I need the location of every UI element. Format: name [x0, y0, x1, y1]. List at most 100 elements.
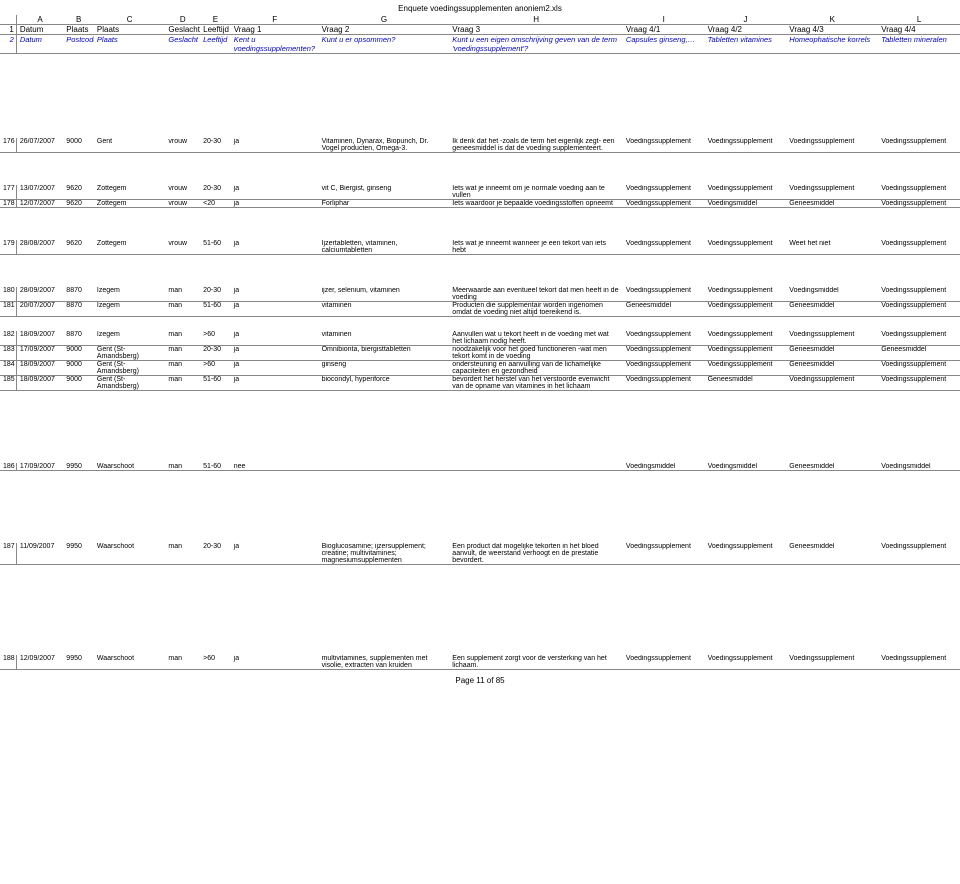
cell: Geslacht	[165, 35, 200, 54]
cell-v44: Voedingssupplement	[878, 655, 960, 670]
cell-v43: Voedingsmiddel	[786, 287, 878, 302]
table-row: 18711/09/20079950Waarschootman20-30jaBio…	[0, 543, 960, 565]
cell: Vraag 4/3	[786, 25, 878, 35]
cell-v1: ja	[231, 200, 319, 208]
cell-age: 20-30	[200, 543, 231, 565]
cell-place: Waarschoot	[94, 463, 165, 471]
cell: G	[319, 15, 450, 25]
cell-gender: man	[165, 346, 200, 361]
cell-v2: Bioglucosamine; ijzersupplement; creatin…	[319, 543, 450, 565]
cell: B	[63, 15, 94, 25]
cell: Plaats	[63, 25, 94, 35]
cell-v2: Forliphar	[319, 200, 450, 208]
cell-place: Waarschoot	[94, 655, 165, 670]
row-number	[0, 15, 16, 25]
cell-v2: multivitamines, supplementen met visolie…	[319, 655, 450, 670]
table-row: 18317/09/20079000Gent (St-Amandsberg)man…	[0, 346, 960, 361]
page-title: Enquete voedingssupplementen anoniem2.xl…	[0, 0, 960, 15]
cell: Tabletten mineralen	[878, 35, 960, 54]
spacer	[0, 317, 960, 332]
cell-gender: man	[165, 331, 200, 346]
cell: Kunt u een eigen omschrijving geven van …	[449, 35, 623, 54]
cell: D	[165, 15, 200, 25]
cell-place: Zottegem	[94, 200, 165, 208]
cell-postcode: 8870	[63, 287, 94, 302]
cell-gender: man	[165, 543, 200, 565]
table-row: 18218/09/20078870Izegemman>60javitaminen…	[0, 331, 960, 346]
cell: Kunt u er opsommen?	[319, 35, 450, 54]
cell-v3: ondersteuning en aanvulling van de licha…	[449, 361, 623, 376]
cell-place: Zottegem	[94, 240, 165, 255]
cell: I	[623, 15, 705, 25]
cell-age: 51-60	[200, 463, 231, 471]
cell: Vraag 4/4	[878, 25, 960, 35]
cell-v3: Aanvullen wat u tekort heeft in de voedi…	[449, 331, 623, 346]
cell: Kent u voedingssupplementen?	[231, 35, 319, 54]
cell-v42: Geneesmiddel	[705, 376, 787, 391]
cell-v2: Ijzertabletten, vitaminen, calciumtablet…	[319, 240, 450, 255]
cell-v41: Voedingssupplement	[623, 543, 705, 565]
cell-v44: Voedingssupplement	[878, 543, 960, 565]
spacer	[0, 255, 960, 288]
cell-v3: Iets wat je inneemt wanneer je een tekor…	[449, 240, 623, 255]
cell: Datum	[16, 35, 63, 54]
table-row: 18028/09/20078870Izegemman20-30jaijzer, …	[0, 287, 960, 302]
table-row: 18120/07/20078870Izegemman51-60javitamin…	[0, 302, 960, 317]
cell-postcode: 9620	[63, 200, 94, 208]
table-row: 18518/09/20079000Gent (St-Amandsberg)man…	[0, 376, 960, 391]
cell-v1: ja	[231, 240, 319, 255]
cell-v1: ja	[231, 543, 319, 565]
cell-gender: vrouw	[165, 240, 200, 255]
cell-v44: Voedingsmiddel	[878, 463, 960, 471]
cell: Vraag 4/1	[623, 25, 705, 35]
cell: Postcode	[63, 35, 94, 54]
cell-gender: man	[165, 655, 200, 670]
cell-v44: Geneesmiddel	[878, 346, 960, 361]
cell-age: >60	[200, 331, 231, 346]
cell-date: 28/08/2007	[16, 240, 63, 255]
cell-v3: Een product dat mogelijke tekorten in he…	[449, 543, 623, 565]
cell-v41: Voedingssupplement	[623, 138, 705, 153]
cell-v44: Voedingssupplement	[878, 302, 960, 317]
cell-v1: ja	[231, 655, 319, 670]
cell: Plaats	[94, 25, 165, 35]
cell: Vraag 2	[319, 25, 450, 35]
row-number: 186	[0, 463, 16, 471]
cell-v44: Voedingssupplement	[878, 185, 960, 200]
cell-age: <20	[200, 200, 231, 208]
cell: K	[786, 15, 878, 25]
cell-postcode: 9950	[63, 655, 94, 670]
cell-v2	[319, 463, 450, 471]
cell-v41: Geneesmiddel	[623, 302, 705, 317]
cell-v3: Een supplement zorgt voor de versterking…	[449, 655, 623, 670]
cell-v1: ja	[231, 361, 319, 376]
cell-place: Zottegem	[94, 185, 165, 200]
cell: Homeophatische korrels	[786, 35, 878, 54]
cell-v44: Voedingssupplement	[878, 200, 960, 208]
cell-age: 51-60	[200, 376, 231, 391]
cell-gender: man	[165, 376, 200, 391]
cell-v42: Voedingssupplement	[705, 655, 787, 670]
cell-v41: Voedingssupplement	[623, 346, 705, 361]
cell-v41: Voedingssupplement	[623, 376, 705, 391]
cell: Geslacht	[165, 25, 200, 35]
cell: H	[449, 15, 623, 25]
row-number: 182	[0, 331, 16, 346]
cell-place: Gent (St-Amandsberg)	[94, 346, 165, 361]
row-number: 178	[0, 200, 16, 208]
cell-v3: noodzakelijk voor het goed functioneren …	[449, 346, 623, 361]
cell-age: 20-30	[200, 185, 231, 200]
row-number: 177	[0, 185, 16, 200]
row-number: 185	[0, 376, 16, 391]
cell-place: Gent	[94, 138, 165, 153]
cell-v44: Voedingssupplement	[878, 287, 960, 302]
cell-v44: Voedingssupplement	[878, 376, 960, 391]
cell-postcode: 9000	[63, 376, 94, 391]
spacer	[0, 54, 960, 139]
cell-v3: Producten die supplementair worden ingen…	[449, 302, 623, 317]
page-footer: Page 11 of 85	[0, 670, 960, 689]
cell-gender: man	[165, 463, 200, 471]
cell-v43: Weet het niet	[786, 240, 878, 255]
cell-v43: Voedingssupplement	[786, 331, 878, 346]
cell: L	[878, 15, 960, 25]
